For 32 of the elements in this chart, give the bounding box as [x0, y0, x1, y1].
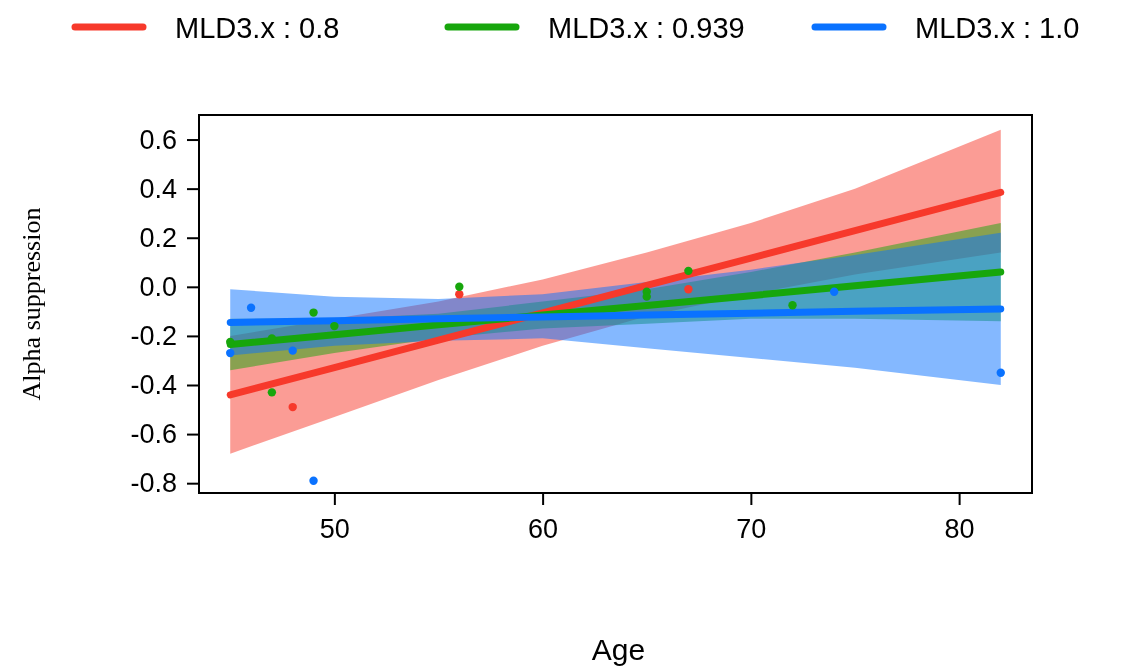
y-tick-label: -0.8 — [130, 468, 177, 499]
y-tick-label: -0.2 — [130, 321, 177, 352]
legend-label: MLD3.x : 0.8 — [175, 12, 340, 44]
point — [309, 308, 318, 317]
y-tick-label: 0.2 — [139, 222, 177, 253]
x-axis-title: Age — [591, 633, 646, 666]
x-tick-label: 60 — [528, 514, 559, 545]
point — [788, 301, 797, 310]
point — [684, 266, 693, 276]
point — [455, 282, 464, 292]
point — [455, 289, 464, 299]
x-tick-label: 50 — [319, 514, 350, 545]
point — [309, 476, 318, 485]
point — [246, 303, 256, 312]
y-tick-label: 0.4 — [139, 173, 177, 204]
y-tick-label: 0.6 — [139, 124, 177, 155]
y-axis-title: Alpha suppression — [17, 207, 46, 401]
point — [288, 402, 297, 412]
point — [996, 368, 1005, 377]
legend-label: MLD3.x : 0.939 — [548, 12, 745, 44]
y-tick-label: -0.4 — [130, 370, 177, 401]
legend-label: MLD3.x : 1.0 — [915, 12, 1080, 44]
point — [829, 287, 839, 296]
x-tick-label: 80 — [944, 514, 975, 545]
point — [226, 348, 235, 358]
point — [684, 285, 693, 294]
point — [267, 388, 277, 397]
x-tick-label: 70 — [736, 514, 767, 545]
point — [330, 321, 339, 331]
y-tick-label: 0.0 — [139, 271, 177, 302]
point — [288, 346, 297, 355]
y-tick-label: -0.6 — [130, 419, 177, 450]
